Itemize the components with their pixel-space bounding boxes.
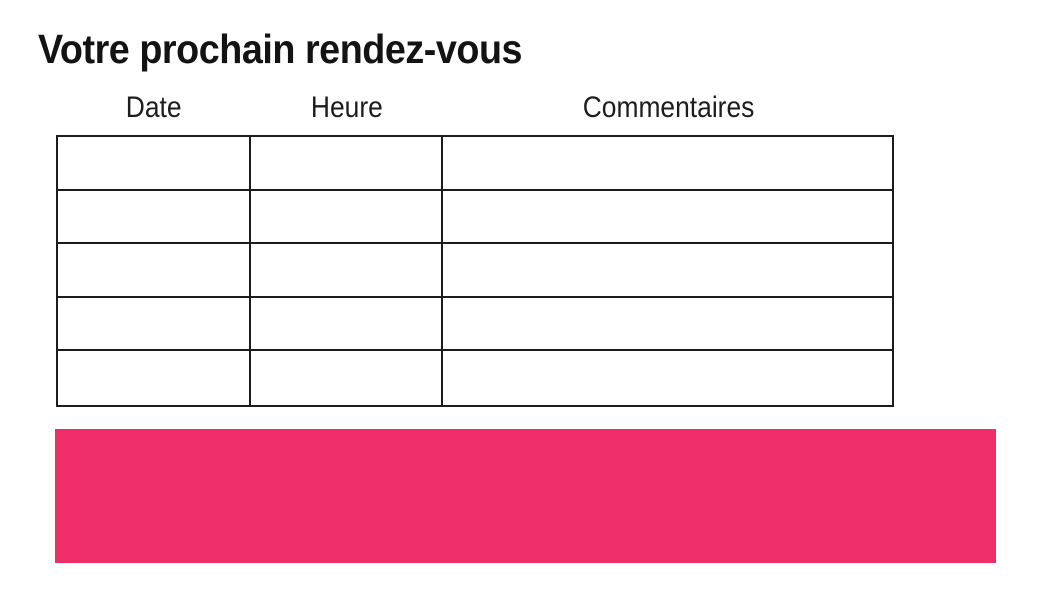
- table-cell: [443, 297, 892, 352]
- table-cell: [58, 351, 251, 405]
- accent-banner: [55, 429, 996, 563]
- table-cell: [251, 137, 443, 191]
- column-header-date-label: Date: [125, 91, 182, 124]
- column-header-date: Date: [56, 90, 251, 126]
- table-cell: [251, 297, 443, 352]
- table-cell: [58, 137, 251, 191]
- appointments-table: [56, 135, 894, 407]
- page-title: Votre prochain rendez-vous: [38, 26, 523, 72]
- column-header-heure-label: Heure: [311, 91, 383, 124]
- table-cell: [251, 244, 443, 298]
- table-cell: [58, 190, 251, 245]
- table-cell: [58, 244, 251, 298]
- column-header-heure: Heure: [251, 90, 443, 126]
- table-cell: [443, 137, 892, 191]
- table-cell: [443, 244, 892, 298]
- column-header-commentaires-label: Commentaires: [582, 91, 755, 124]
- table-column-headers: Date Heure Commentaires: [56, 90, 894, 126]
- table-cell: [443, 190, 892, 245]
- table-cell: [58, 297, 251, 352]
- table-cell: [251, 351, 443, 405]
- table-cell: [251, 190, 443, 245]
- table-cell: [443, 351, 892, 405]
- column-header-commentaires: Commentaires: [443, 90, 894, 126]
